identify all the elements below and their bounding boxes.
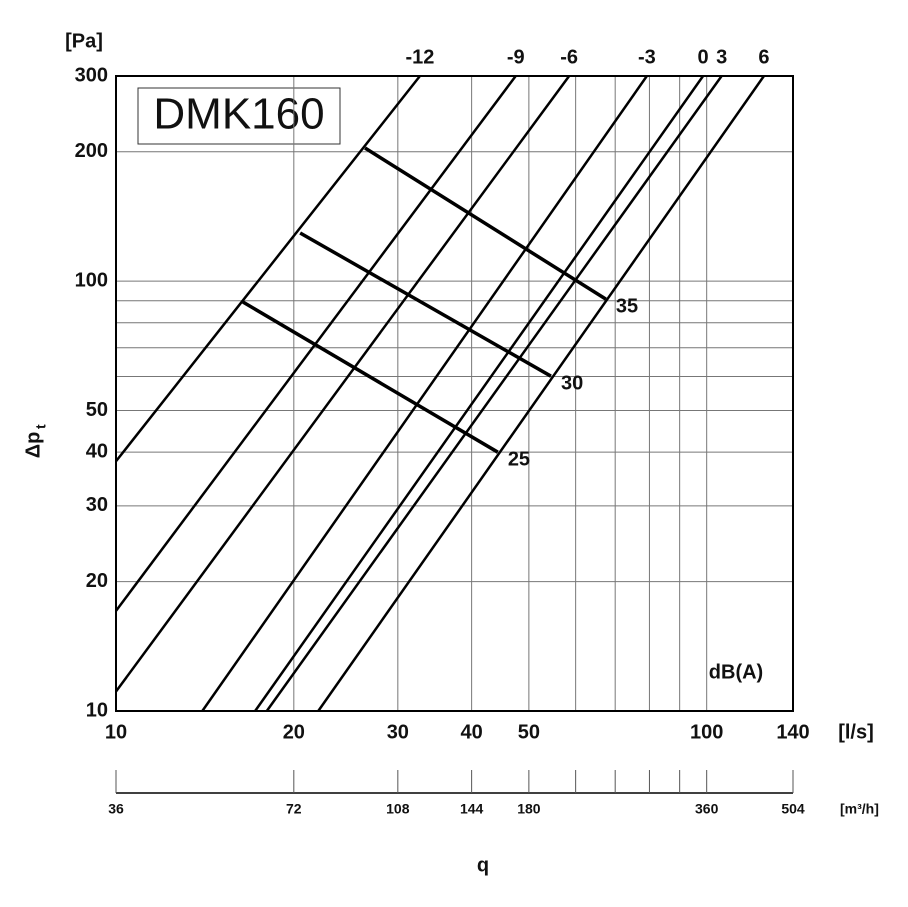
db-label: -3 [638,46,656,68]
y-tick-label: 30 [86,494,108,516]
sound-label: 30 [561,372,583,394]
db-line [115,75,421,463]
y-tick-label: 10 [86,699,108,721]
x-tick-label: 100 [690,721,723,743]
y-tick-label: 200 [75,140,108,162]
y-tick-label: 20 [86,570,108,592]
db-line [265,75,723,712]
sound-line [242,300,499,454]
sound-label: 35 [616,295,638,317]
y-tick-label: 300 [75,64,108,86]
db-label: -9 [507,46,525,68]
x-label: q [477,854,489,876]
x2-unit: [m³/h] [840,801,879,817]
db-label: -12 [405,46,434,68]
db-line [317,75,765,712]
x-tick-label: 50 [518,721,540,743]
y-tick-label: 40 [86,440,108,462]
title-box [137,87,341,145]
sound-line [364,146,607,301]
x2-tick-label: 36 [108,801,124,817]
chart-title: DMK160 [153,90,324,139]
x-unit: [l/s] [838,721,874,743]
x2-tick-label: 504 [781,801,805,817]
plot-frame [115,75,794,712]
x2-tick-label: 108 [386,801,410,817]
x-tick-label: 20 [283,721,305,743]
db-line [254,75,705,712]
x2-tick-label: 144 [460,801,484,817]
db-label: 3 [716,46,727,68]
x-tick-label: 140 [776,721,809,743]
sound-label: 25 [508,448,530,470]
annotation: dB(A) [709,661,763,683]
x2-tick-label: 72 [286,801,302,817]
db-label: -6 [560,46,578,68]
y-label-subscript: t [33,424,49,429]
x-tick-label: 30 [387,721,409,743]
db-line [201,75,648,712]
y-label-group: Δp t [22,424,48,458]
y-tick-label: 100 [75,269,108,291]
y-tick-label: 50 [86,399,108,421]
y-label: Δp [22,432,44,459]
y-unit: [Pa] [65,30,103,52]
x2-tick-label: 360 [695,801,719,817]
db-label: 6 [758,46,769,68]
x2-tick-label: 180 [517,801,541,817]
db-label: 0 [698,46,709,68]
x-tick-label: 10 [105,721,127,743]
sound-line [299,231,552,378]
x-tick-label: 40 [461,721,483,743]
db-line [114,75,571,693]
